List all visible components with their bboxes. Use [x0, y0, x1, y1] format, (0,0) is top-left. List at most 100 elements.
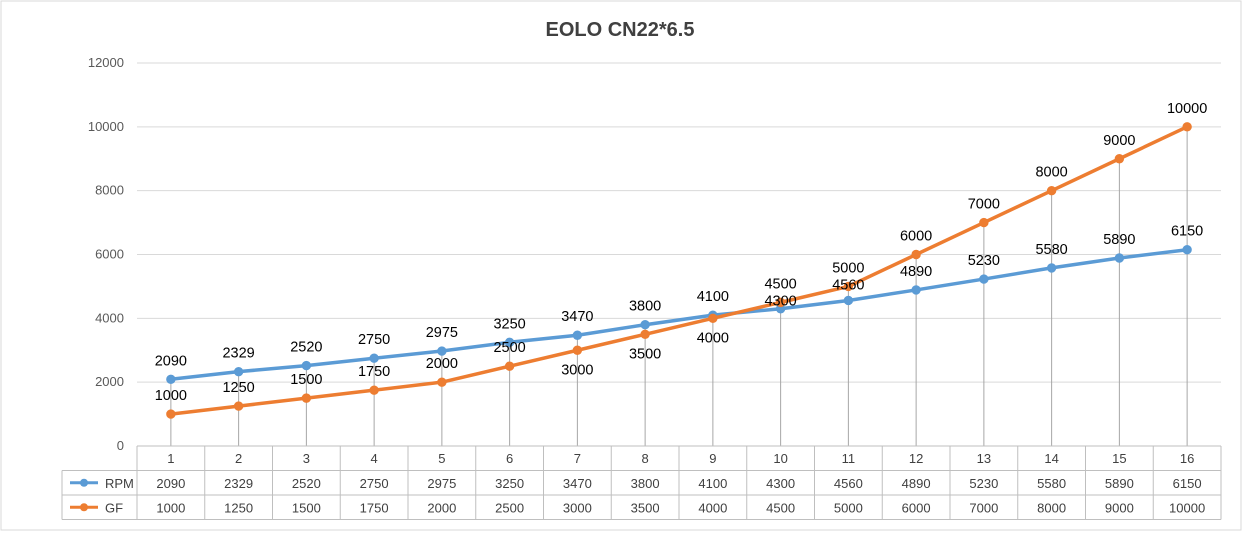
x-tick-label: 14	[1044, 451, 1058, 466]
data-label-rpm: 4300	[764, 293, 796, 309]
data-point-gf	[1046, 185, 1057, 196]
data-point-gf	[572, 345, 583, 355]
table-cell: 7000	[969, 500, 998, 515]
y-tick-label: 8000	[95, 183, 124, 198]
data-label-rpm: 3800	[629, 299, 661, 315]
series-line-rpm	[170, 247, 1188, 382]
x-tick-label: 6	[506, 451, 513, 466]
table-cell: 4890	[902, 476, 931, 491]
x-tick-label: 2	[235, 451, 242, 466]
table-cell: 3250	[495, 476, 524, 491]
data-point-gf	[843, 281, 854, 292]
data-label-gf: 3500	[629, 346, 661, 362]
data-label-rpm: 4100	[697, 289, 729, 305]
data-labels: 2090 1000 2329 1250 2520 1500 2750 1750 2975 2000…	[155, 101, 1208, 404]
data-point-gf	[233, 401, 244, 411]
table-cell: 4300	[766, 476, 795, 491]
table-cell: 2750	[360, 476, 389, 491]
data-point-rpm	[437, 346, 447, 356]
data-label-gf: 1000	[155, 388, 187, 404]
data-point-rpm	[504, 337, 515, 347]
table-cell: 4500	[766, 500, 795, 515]
x-tick-label: 12	[909, 451, 923, 466]
table-cell: 2000	[427, 500, 456, 515]
data-label-gf: 10000	[1167, 101, 1207, 117]
data-point-gf	[1114, 154, 1125, 164]
data-label-rpm: 2750	[358, 332, 390, 348]
data-point-rpm	[301, 360, 312, 371]
data-label-gf: 7000	[968, 197, 1000, 213]
data-point-rpm	[1182, 245, 1192, 255]
table-cell: 1250	[224, 500, 253, 515]
data-label-rpm: 5580	[1035, 242, 1067, 258]
y-tick-label: 6000	[95, 247, 124, 262]
table-cell: 4000	[698, 500, 727, 515]
data-point-gf	[911, 249, 921, 260]
data-label-gf: 8000	[1035, 165, 1067, 181]
legend-label: GF	[105, 500, 123, 515]
table-cell: 4560	[834, 476, 863, 491]
data-point-gf	[1182, 122, 1192, 132]
legend-label: RPM	[105, 476, 134, 491]
legend-key-marker	[80, 478, 88, 487]
data-label-gf: 9000	[1103, 133, 1135, 149]
table-cell: 6150	[1173, 476, 1202, 491]
series-lines	[166, 122, 1192, 419]
data-point-gf	[437, 377, 447, 387]
data-point-gf	[369, 385, 379, 395]
series-line-gf	[170, 125, 1188, 416]
data-label-rpm: 4560	[832, 277, 864, 293]
table-cell: 3000	[563, 500, 592, 515]
table-cell: 5890	[1105, 476, 1134, 491]
data-label-gf: 4500	[764, 276, 796, 292]
table-cell: 2520	[292, 476, 321, 491]
table-cell: 1500	[292, 500, 321, 515]
y-tick-label: 10000	[88, 119, 124, 134]
data-label-gf: 1500	[290, 372, 322, 388]
x-tick-label: 3	[303, 451, 310, 466]
x-tick-label: 8	[642, 451, 649, 466]
data-point-gf	[504, 361, 515, 371]
data-point-rpm	[640, 320, 650, 330]
data-label-rpm: 2329	[222, 346, 254, 362]
table-cell: 6000	[902, 500, 931, 515]
data-label-gf: 1250	[222, 380, 254, 396]
table-cell: 2090	[156, 476, 185, 491]
table-cell: 1000	[156, 500, 185, 515]
y-tick-label: 12000	[88, 55, 124, 70]
data-point-rpm	[1114, 253, 1125, 263]
data-point-rpm	[369, 353, 379, 363]
table-cell: 5000	[834, 500, 863, 515]
table-cell: 9000	[1105, 500, 1134, 515]
data-point-rpm	[572, 330, 583, 340]
y-tick-label: 2000	[95, 374, 124, 389]
table-cell: 2329	[224, 476, 253, 491]
data-label-rpm: 3470	[561, 309, 593, 325]
data-point-gf	[775, 297, 786, 308]
table-cell: 3500	[631, 500, 660, 515]
data-label-rpm: 2520	[290, 340, 322, 356]
data-label-gf: 4000	[697, 330, 729, 346]
data-label-rpm: 5890	[1103, 232, 1135, 248]
table-cell: 5230	[969, 476, 998, 491]
data-label-rpm: 2090	[155, 353, 187, 369]
data-label-gf: 2500	[493, 340, 525, 356]
table-cell: 5580	[1037, 476, 1066, 491]
data-label-gf: 3000	[561, 362, 593, 378]
data-label-rpm: 6150	[1171, 224, 1203, 240]
y-tick-label: 0	[117, 438, 124, 453]
table-cell: 3470	[563, 476, 592, 491]
table-cell: 2975	[427, 476, 456, 491]
x-tick-label: 13	[977, 451, 991, 466]
x-tick-label: 5	[438, 451, 445, 466]
data-point-gf	[301, 393, 312, 403]
x-tick-label: 7	[574, 451, 581, 466]
x-tick-label: 9	[709, 451, 716, 466]
table-cell: 3800	[631, 476, 660, 491]
table-cell: 10000	[1169, 500, 1205, 515]
data-point-rpm	[911, 285, 921, 295]
